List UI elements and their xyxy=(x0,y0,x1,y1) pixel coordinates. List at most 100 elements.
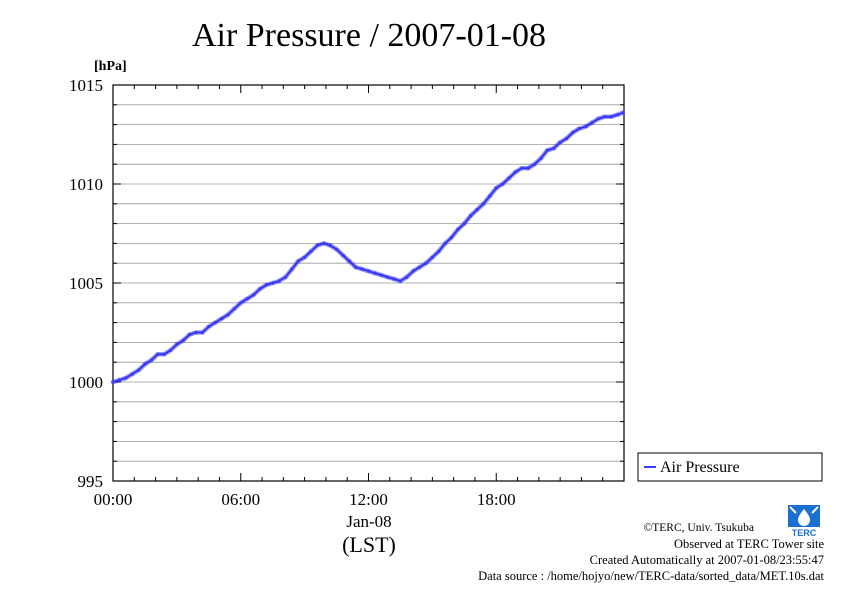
data-point xyxy=(424,261,428,265)
data-point xyxy=(513,170,518,174)
legend: Air Pressure xyxy=(637,452,823,482)
data-point xyxy=(239,301,243,305)
data-point xyxy=(283,275,288,279)
data-point xyxy=(264,283,268,287)
data-point xyxy=(162,352,166,356)
plot-frame xyxy=(112,84,625,482)
data-point xyxy=(366,269,371,273)
y-tick-labels: 995 1000 1005 1010 1015 xyxy=(69,76,103,491)
terc-logo-text: TERC xyxy=(792,528,817,538)
data-point xyxy=(430,255,434,259)
y-axis-unit: [hPa] xyxy=(94,59,127,74)
data-point xyxy=(251,293,256,297)
data-point xyxy=(577,127,581,131)
data-point xyxy=(494,186,498,190)
copyright-text: ©TERC, Univ. Tsukuba xyxy=(643,522,754,534)
data-point xyxy=(303,255,307,259)
data-point xyxy=(539,156,543,160)
legend-entry-air-pressure: Air Pressure xyxy=(660,459,740,476)
data-point xyxy=(501,182,505,186)
data-point xyxy=(175,342,179,346)
data-point xyxy=(552,146,556,150)
data-point xyxy=(584,125,588,129)
data-point xyxy=(220,317,224,321)
data-point xyxy=(354,265,358,269)
data-point xyxy=(545,148,549,152)
data-point xyxy=(596,117,601,121)
data-point xyxy=(117,378,121,382)
data-point xyxy=(124,376,128,380)
data-point xyxy=(520,166,524,170)
data-point xyxy=(609,115,613,119)
data-point xyxy=(379,273,383,277)
data-source-text: Data source : /home/hojyo/new/TERC-data/… xyxy=(478,569,824,583)
data-point xyxy=(621,111,625,115)
data-point xyxy=(462,222,466,226)
created-text: Created Automatically at 2007-01-08/23:5… xyxy=(589,553,824,567)
x-axis-label: (LST) xyxy=(342,532,396,557)
data-point xyxy=(194,330,198,335)
data-point xyxy=(405,275,409,279)
data-point xyxy=(590,121,594,125)
credits-block: ©TERC, Univ. Tsukuba Observed at TERC To… xyxy=(478,520,824,584)
data-point xyxy=(398,279,402,283)
data-point xyxy=(168,348,173,352)
data-point xyxy=(488,194,492,198)
data-point xyxy=(130,372,134,376)
data-point xyxy=(392,277,396,281)
data-point xyxy=(347,259,351,263)
data-point xyxy=(533,162,537,166)
data-point xyxy=(290,267,294,271)
data-point xyxy=(232,307,236,311)
data-point xyxy=(200,330,204,335)
data-point xyxy=(558,140,562,144)
data-point xyxy=(143,362,147,366)
y-tick-label: 1015 xyxy=(69,76,103,95)
x-tick-label: 06:00 xyxy=(221,490,260,509)
data-point xyxy=(449,235,454,240)
y-tick-label: 1005 xyxy=(69,274,103,293)
data-point xyxy=(341,253,345,257)
data-point xyxy=(481,202,486,206)
observed-text: Observed at TERC Tower site xyxy=(673,537,824,551)
data-point xyxy=(360,267,364,271)
data-point xyxy=(111,380,115,384)
series-band xyxy=(110,110,626,385)
y-tick-label: 1010 xyxy=(69,175,103,194)
data-point xyxy=(411,269,415,273)
x-tick-label: 18:00 xyxy=(477,490,516,509)
data-point xyxy=(137,368,141,372)
data-point xyxy=(564,136,569,141)
data-point xyxy=(443,241,447,245)
legend-box xyxy=(637,452,823,482)
data-point xyxy=(156,352,160,356)
data-point xyxy=(296,259,300,263)
data-point xyxy=(245,297,249,301)
grid-lines xyxy=(113,104,624,462)
x-tick-label: 12:00 xyxy=(349,490,388,509)
x-tick-labels: 00:00 06:00 12:00 18:00 xyxy=(94,490,516,509)
data-point xyxy=(181,338,185,342)
data-point xyxy=(309,249,313,253)
data-point xyxy=(603,115,607,119)
data-point xyxy=(335,247,339,251)
data-point xyxy=(188,332,192,337)
series-air-pressure xyxy=(110,110,626,385)
data-point xyxy=(437,249,441,253)
data-point xyxy=(322,241,326,245)
data-point xyxy=(258,287,262,291)
data-point xyxy=(277,279,281,283)
data-point xyxy=(271,281,275,285)
data-point xyxy=(418,265,422,269)
date-label: Jan-08 xyxy=(346,512,391,531)
data-point xyxy=(149,358,153,362)
y-tick-label: 1000 xyxy=(69,373,103,392)
data-point xyxy=(226,313,230,317)
chart-title: Air Pressure / 2007-01-08 xyxy=(192,17,546,54)
data-point xyxy=(475,208,479,212)
data-point xyxy=(526,166,530,170)
y-tick-label: 995 xyxy=(78,472,104,491)
data-point xyxy=(315,243,319,247)
data-point xyxy=(507,176,511,180)
